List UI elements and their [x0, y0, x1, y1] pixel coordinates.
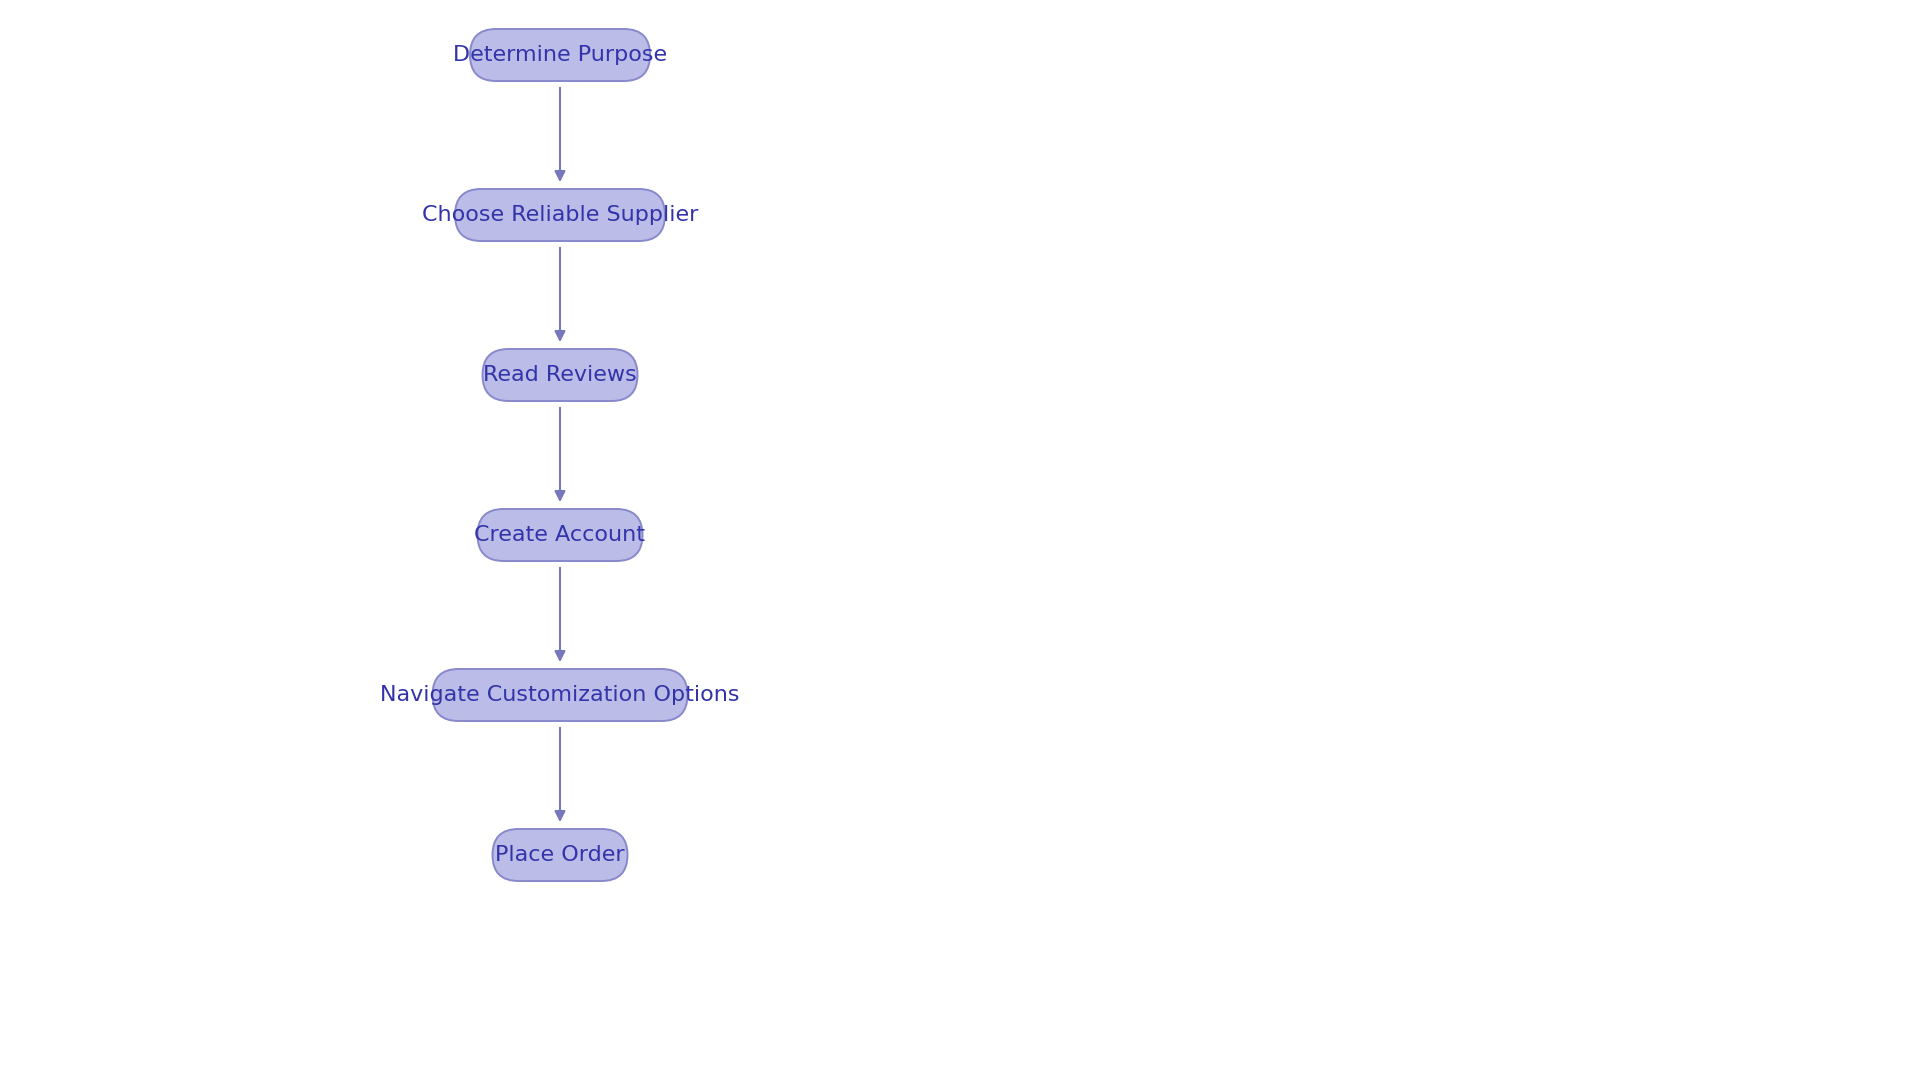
FancyBboxPatch shape	[470, 29, 651, 81]
Text: Read Reviews: Read Reviews	[484, 365, 637, 384]
Text: Choose Reliable Supplier: Choose Reliable Supplier	[422, 205, 699, 225]
FancyBboxPatch shape	[482, 349, 637, 401]
Text: Navigate Customization Options: Navigate Customization Options	[380, 686, 739, 705]
FancyBboxPatch shape	[455, 190, 664, 242]
FancyBboxPatch shape	[478, 509, 643, 561]
Text: Determine Purpose: Determine Purpose	[453, 45, 666, 65]
FancyBboxPatch shape	[493, 828, 628, 880]
FancyBboxPatch shape	[432, 669, 687, 721]
Text: Create Account: Create Account	[474, 525, 645, 545]
Text: Place Order: Place Order	[495, 845, 624, 865]
